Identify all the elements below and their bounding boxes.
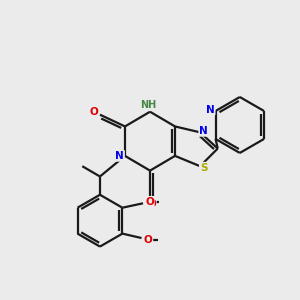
Text: N: N [199, 126, 208, 136]
Text: N: N [206, 104, 215, 115]
Text: O: O [145, 197, 154, 207]
Text: O: O [144, 235, 152, 244]
Text: O: O [147, 199, 156, 209]
Text: S: S [200, 163, 207, 173]
Text: NH: NH [140, 100, 157, 110]
Text: O: O [90, 107, 98, 117]
Text: N: N [115, 151, 124, 161]
